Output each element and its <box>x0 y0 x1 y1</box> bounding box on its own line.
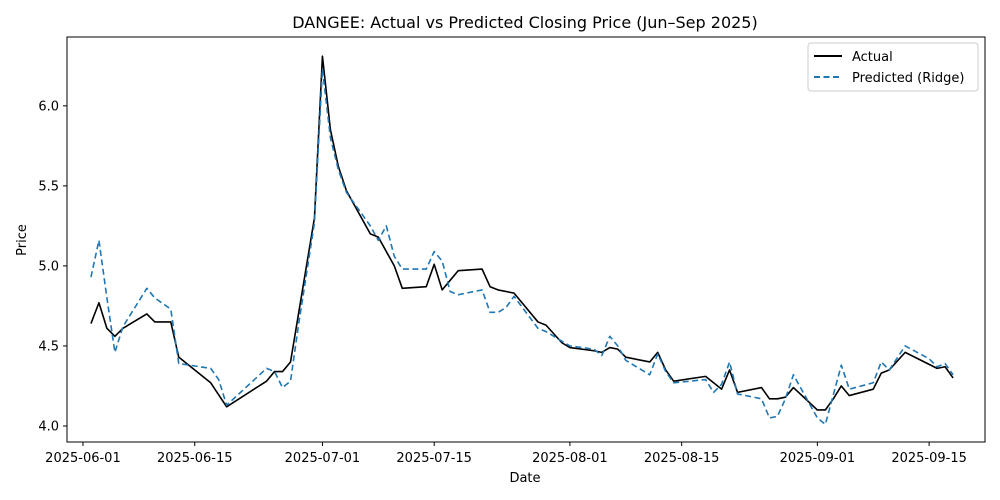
y-tick-label: 5.0 <box>38 259 59 274</box>
legend: Actual Predicted (Ridge) <box>807 42 979 92</box>
y-tick-label: 4.0 <box>38 419 59 434</box>
x-tick-label: 2025-08-15 <box>644 451 720 466</box>
legend-label-actual: Actual <box>852 50 893 65</box>
series-line-actual <box>90 55 954 411</box>
x-tick-label: 2025-09-15 <box>891 451 967 466</box>
series-layer <box>90 55 954 426</box>
x-tick-label: 2025-06-15 <box>157 451 233 466</box>
x-axis-label: Date <box>509 471 540 486</box>
y-axis-label: Price <box>15 224 30 256</box>
x-tick-label: 2025-06-01 <box>45 451 121 466</box>
series-line-predicted <box>90 68 954 426</box>
y-tick-label: 5.5 <box>38 179 59 194</box>
y-tick-label: 4.5 <box>38 339 59 354</box>
y-axis: 4.0 4.5 5.0 5.5 6.0 <box>38 99 67 434</box>
y-tick-label: 6.0 <box>38 99 59 114</box>
x-tick-label: 2025-07-15 <box>396 451 472 466</box>
x-tick-label: 2025-08-01 <box>532 451 608 466</box>
x-tick-label: 2025-09-01 <box>780 451 856 466</box>
legend-box <box>807 42 979 92</box>
x-axis: 2025-06-01 2025-06-15 2025-07-01 2025-07-15… <box>45 442 967 466</box>
chart-title: DANGEE: Actual vs Predicted Closing Pric… <box>292 13 757 32</box>
plot-frame <box>66 36 986 443</box>
x-tick-label: 2025-07-01 <box>285 451 361 466</box>
legend-label-predicted: Predicted (Ridge) <box>852 71 964 86</box>
